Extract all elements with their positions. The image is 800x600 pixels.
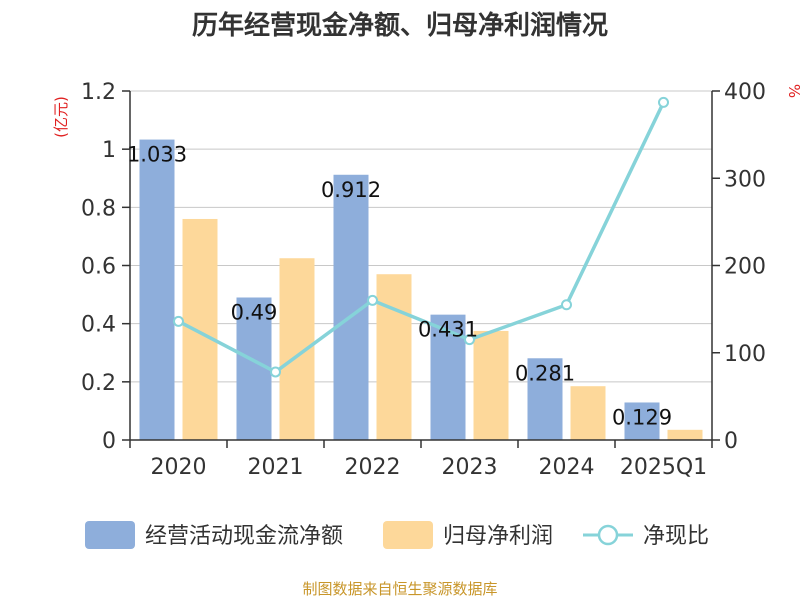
- legend-label-ratio: 净现比: [643, 524, 709, 549]
- legend-label-net-profit: 归母净利润: [443, 524, 553, 549]
- net-profit-bar: [667, 429, 703, 440]
- right-tick-label: 200: [724, 255, 766, 280]
- left-tick-label: 0.8: [81, 196, 116, 221]
- right-tick-label: 0: [724, 429, 738, 454]
- left-tick-label: 0.2: [81, 371, 116, 396]
- ratio-point: [464, 334, 475, 346]
- x-tick-label: 2021: [248, 455, 304, 480]
- cash-flow-data-label: 0.431: [418, 318, 478, 342]
- net-profit-bar: [570, 386, 606, 440]
- legend[interactable]: 经营活动现金流净额 归母净利润 净现比: [85, 521, 709, 549]
- axes: 0 0.2 0.4 0.6 0.8 1 1.2 0 100 200 300 400 2020 2021 20…: [81, 80, 766, 480]
- grid: [130, 90, 712, 383]
- legend-swatch-net-profit: [383, 521, 433, 549]
- legend-label-cash-flow: 经营活动现金流净额: [145, 524, 343, 549]
- data-labels: 1.033 0.49 0.912 0.431 0.281 0.129: [127, 143, 672, 430]
- left-tick-label: 0.4: [81, 313, 116, 338]
- x-tick-label: 2024: [539, 455, 595, 480]
- x-tick-label: 2025Q1: [620, 455, 707, 480]
- net-profit-bar: [182, 218, 218, 440]
- cash-flow-data-label: 1.033: [127, 143, 187, 167]
- legend-swatch-cash-flow: [85, 521, 135, 549]
- x-tick-label: 2022: [345, 455, 401, 480]
- cash-flow-data-label: 0.49: [231, 300, 278, 324]
- ratio-line: [173, 96, 669, 378]
- cash-flow-bar: [624, 402, 660, 440]
- ratio-series-line: [177, 101, 666, 375]
- right-tick-label: 100: [724, 342, 766, 367]
- net-profit-bar: [376, 274, 412, 440]
- cash-flow-bar: [527, 358, 563, 440]
- left-tick-label: 0.6: [81, 255, 116, 280]
- ratio-point: [367, 294, 378, 306]
- legend-swatch-ratio-marker: [597, 524, 619, 546]
- right-axis-unit: %: [785, 84, 800, 98]
- ratio-point: [561, 299, 572, 311]
- cash-flow-data-label: 0.129: [612, 405, 672, 429]
- cash-flow-data-label: 0.281: [515, 361, 575, 385]
- left-tick-label: 0: [102, 429, 116, 454]
- x-tick-label: 2020: [151, 455, 207, 480]
- bars: [139, 139, 703, 441]
- left-tick-label: 1.2: [81, 80, 116, 105]
- left-axis-unit: (亿元): [52, 96, 70, 138]
- right-tick-label: 400: [724, 80, 766, 105]
- right-tick-label: 300: [724, 167, 766, 192]
- source-note: 制图数据来自恒生聚源数据库: [302, 580, 497, 598]
- ratio-point: [658, 96, 669, 108]
- cash-flow-data-label: 0.912: [321, 178, 381, 202]
- ratio-point: [270, 366, 281, 378]
- left-tick-label: 1: [102, 138, 116, 163]
- chart-title: 历年经营现金净额、归母净利润情况: [192, 10, 608, 41]
- x-tick-label: 2023: [442, 455, 498, 480]
- cash-flow-bar: [139, 139, 175, 441]
- net-profit-bar: [473, 330, 509, 440]
- ratio-point: [173, 315, 184, 327]
